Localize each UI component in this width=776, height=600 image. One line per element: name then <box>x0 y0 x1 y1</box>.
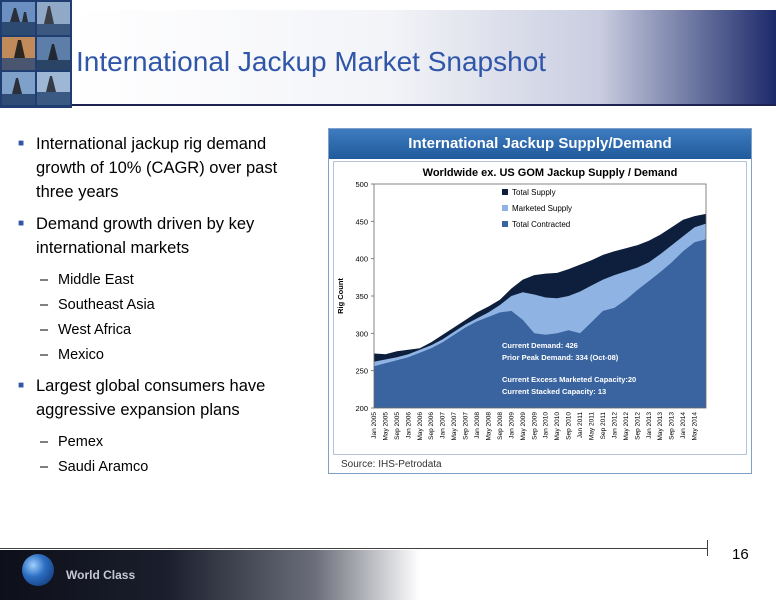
slide-header: International Jackup Market Snapshot <box>0 0 776 108</box>
x-tick-label: Jan 2005 <box>371 412 378 439</box>
bullet-text: Demand growth driven by key internationa… <box>36 215 255 257</box>
footer-divider <box>0 548 708 549</box>
bullet-list: ■ International jackup rig demand growth… <box>18 132 318 486</box>
x-tick-label: Sep 2011 <box>600 412 607 440</box>
rig-photo-collage <box>0 0 72 108</box>
dash-icon: – <box>40 297 49 313</box>
legend-swatch <box>502 189 508 195</box>
x-tick-label: Jan 2013 <box>646 412 653 439</box>
sub-bullet-item: – Middle East <box>18 268 318 293</box>
slide-title: International Jackup Market Snapshot <box>76 46 547 77</box>
bullet-item: ■ Demand growth driven by key internatio… <box>18 212 318 260</box>
legend-swatch <box>502 221 508 227</box>
footer-tagline: World Class <box>66 568 136 582</box>
supply-demand-chart: Worldwide ex. US GOM Jackup Supply / Dem… <box>336 167 707 441</box>
chart-annotation: Current Excess Marketed Capacity:20 <box>502 375 636 384</box>
bullet-square-icon: ■ <box>18 380 25 391</box>
sub-bullet-text: Mexico <box>58 347 104 363</box>
x-tick-label: May 2005 <box>382 412 389 441</box>
x-tick-label: Sep 2007 <box>463 412 470 440</box>
bullet-item: ■ Largest global consumers have aggressi… <box>18 374 318 422</box>
sub-bullet-list: – Pemex – Saudi Aramco <box>18 430 318 480</box>
x-tick-label: Sep 2008 <box>497 412 504 440</box>
x-tick-label: May 2007 <box>451 412 458 441</box>
y-axis-label: Rig Count <box>336 278 345 314</box>
x-tick-label: Jan 2009 <box>508 412 515 439</box>
x-tick-label: Sep 2012 <box>634 412 641 440</box>
y-tick-label: 500 <box>355 180 368 189</box>
dash-icon: – <box>40 322 49 338</box>
x-tick-label: Sep 2009 <box>531 412 538 440</box>
sub-bullet-text: Southeast Asia <box>58 297 155 313</box>
chart-annotation: Current Stacked Capacity: 13 <box>502 387 606 396</box>
rig-photos-image <box>0 0 72 108</box>
x-tick-label: Sep 2006 <box>428 412 435 440</box>
y-tick-label: 200 <box>355 404 368 413</box>
dash-icon: – <box>40 434 49 450</box>
sub-bullet-item: – West Africa <box>18 318 318 343</box>
x-tick-label: May 2006 <box>417 412 424 441</box>
x-tick-label: May 2008 <box>485 412 492 441</box>
title-band <box>72 10 776 106</box>
sub-bullet-item: – Mexico <box>18 343 318 368</box>
bullet-text: Largest global consumers have aggressive… <box>36 377 266 419</box>
x-tick-label: Jan 2014 <box>680 412 687 439</box>
sub-bullet-item: – Southeast Asia <box>18 293 318 318</box>
x-tick-label: Sep 2005 <box>394 412 401 440</box>
sub-bullet-item: – Pemex <box>18 430 318 455</box>
x-tick-label: Jan 2008 <box>474 412 481 439</box>
x-tick-label: May 2010 <box>554 412 561 441</box>
x-tick-label: Sep 2010 <box>566 412 573 440</box>
x-tick-label: Jan 2012 <box>611 412 618 439</box>
sub-bullet-list: – Middle East – Southeast Asia – West Afric… <box>18 268 318 368</box>
sub-bullet-text: Middle East <box>58 272 134 288</box>
chart-annotation: Current Demand: 426 <box>502 341 578 350</box>
bullet-square-icon: ■ <box>18 218 25 229</box>
legend-swatch <box>502 205 508 211</box>
bullet-item: ■ International jackup rig demand growth… <box>18 132 318 204</box>
sub-bullet-text: West Africa <box>58 322 132 338</box>
x-tick-label: Jan 2011 <box>577 412 584 439</box>
chart-annotation: Prior Peak Demand: 334 (Oct-08) <box>502 353 619 362</box>
x-tick-label: May 2013 <box>657 412 664 441</box>
x-tick-label: Jan 2006 <box>405 412 412 439</box>
sub-bullet-text: Saudi Aramco <box>58 459 149 475</box>
sub-bullet-text: Pemex <box>58 434 104 450</box>
y-tick-label: 250 <box>355 367 368 376</box>
slide-footer: World Class 16 <box>0 540 776 600</box>
y-tick-label: 300 <box>355 329 368 338</box>
sub-bullet-item: – Saudi Aramco <box>18 455 318 480</box>
y-tick-label: 350 <box>355 292 368 301</box>
x-tick-label: Sep 2013 <box>669 412 676 440</box>
x-tick-label: May 2011 <box>589 412 596 440</box>
chart-panel-header: International Jackup Supply/Demand <box>329 129 751 159</box>
dash-icon: – <box>40 347 49 363</box>
dash-icon: – <box>40 272 49 288</box>
bullet-text: International jackup rig demand growth o… <box>36 135 278 201</box>
legend-label: Total Contracted <box>512 220 570 229</box>
legend-label: Marketed Supply <box>512 204 572 213</box>
chart-title: Worldwide ex. US GOM Jackup Supply / Dem… <box>423 167 678 179</box>
x-tick-label: Jan 2010 <box>543 412 550 439</box>
y-tick-label: 450 <box>355 217 368 226</box>
chart-panel: International Jackup Supply/Demand World… <box>328 128 752 474</box>
chart-area: Worldwide ex. US GOM Jackup Supply / Dem… <box>333 161 747 455</box>
globe-icon <box>22 554 54 586</box>
x-tick-label: May 2009 <box>520 412 527 441</box>
x-tick-label: Jan 2007 <box>440 412 447 439</box>
bullet-square-icon: ■ <box>18 138 25 149</box>
x-tick-label: May 2012 <box>623 412 630 441</box>
legend-label: Total Supply <box>512 188 556 197</box>
page-number: 16 <box>732 546 749 563</box>
chart-source: Source: IHS-Petrodata <box>341 459 442 470</box>
series-area-total-contracted <box>374 239 706 408</box>
footer-bar <box>0 550 420 600</box>
dash-icon: – <box>40 459 49 475</box>
footer-divider-tick <box>707 540 708 556</box>
y-tick-label: 400 <box>355 255 368 264</box>
x-tick-label: May 2014 <box>692 412 699 441</box>
